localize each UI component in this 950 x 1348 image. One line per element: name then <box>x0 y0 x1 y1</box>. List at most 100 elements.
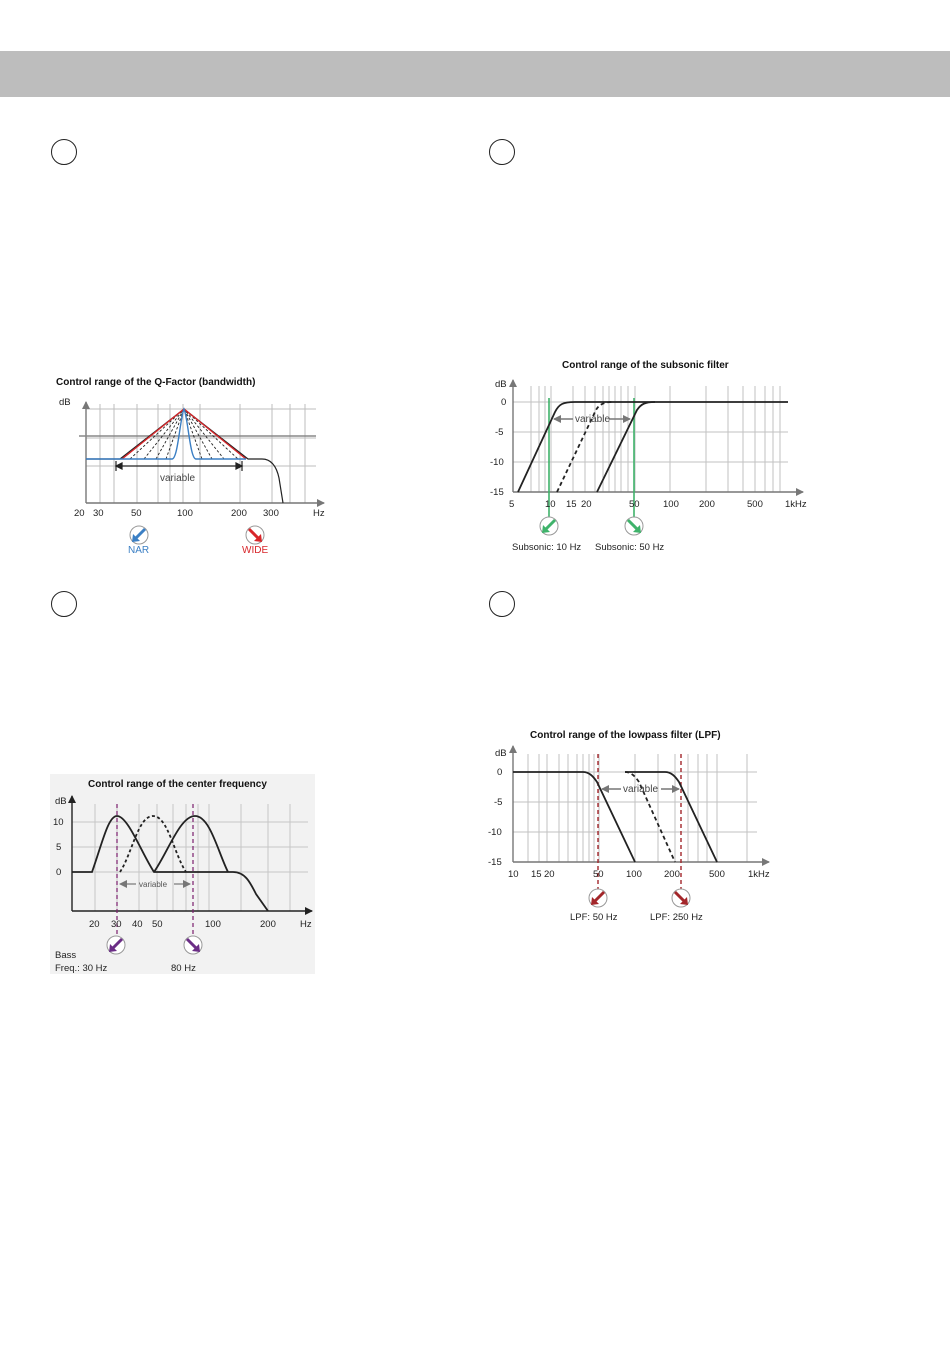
x-tick-label: 50 <box>131 508 142 519</box>
grid-lines <box>72 804 308 911</box>
x-tick-label: 500 <box>709 869 725 880</box>
lpf-left-caption: LPF: 50 Hz <box>570 912 618 923</box>
x-tick-labels: 20 30 40 50 100 200 Hz <box>89 919 312 930</box>
y-tick-label: -10 <box>488 827 502 838</box>
q-curves-dashed <box>129 407 239 460</box>
x-tick-labels: 20 30 50 100 200 300 Hz <box>74 508 325 519</box>
y-tick-label: 0 <box>56 867 61 878</box>
x-tick-label: 30 <box>111 919 122 930</box>
x-tick-label: 50 <box>152 919 163 930</box>
x-tick-label: 200 <box>664 869 680 880</box>
x-unit-label: Hz <box>313 508 325 519</box>
grid-lines <box>86 404 316 503</box>
subsonic-10hz-curve <box>517 401 788 493</box>
lpf-250hz-curve <box>625 771 718 863</box>
narrow-q-curve <box>86 407 246 460</box>
variable-label: variable <box>139 880 168 889</box>
base-response-curve <box>86 408 284 504</box>
variable-label: variable <box>623 784 658 795</box>
x-tick-label: 200 <box>260 919 276 930</box>
subsonic-left-caption: Subsonic: 10 Hz <box>512 542 581 553</box>
center-frequency-chart: Control range of the center frequency dB… <box>50 774 315 974</box>
variable-range-arrow <box>114 461 244 471</box>
y-tick-label: 0 <box>501 397 506 408</box>
nar-knob-icon <box>129 525 149 545</box>
bass-30hz-curve <box>72 815 269 912</box>
subsonic-50hz-curve <box>596 401 656 493</box>
x-tick-label: 300 <box>263 508 279 519</box>
x-tick-label: 50 <box>629 499 640 510</box>
center-frequency-chart-svg: Control range of the center frequency dB… <box>53 779 313 974</box>
header-bar <box>0 51 950 97</box>
chart-title: Control range of the lowpass filter (LPF… <box>530 730 721 741</box>
wide-q-curve <box>121 408 247 460</box>
subsonic-chart: Control range of the subsonic filter dB … <box>485 352 815 557</box>
chart-title: Control range of the Q-Factor (bandwidth… <box>56 377 255 388</box>
x-tick-label: 200 <box>699 499 715 510</box>
x-tick-label: 20 <box>74 508 85 519</box>
x-tick-label: 20 <box>581 499 592 510</box>
x-tick-label: 15 <box>531 869 542 880</box>
x-tick-label: 100 <box>626 869 642 880</box>
subsonic-right-caption: Subsonic: 50 Hz <box>595 542 664 553</box>
x-tick-label: 100 <box>177 508 193 519</box>
y-tick-labels: 0 -5 -10 -15 <box>488 767 502 868</box>
subsonic-mid-curve <box>556 401 614 493</box>
x-tick-label: 5 <box>509 499 514 510</box>
y-tick-label: -5 <box>494 797 502 808</box>
x-tick-label: 200 <box>231 508 247 519</box>
y-tick-label: 10 <box>53 817 64 828</box>
x-tick-labels: 10 15 20 50 100 200 500 1kHz <box>508 869 770 880</box>
bass-80hz-knob-icon <box>183 935 203 955</box>
y-tick-label: -15 <box>490 487 504 498</box>
y-tick-label: 0 <box>497 767 502 778</box>
x-tick-label: 30 <box>93 508 104 519</box>
bass-80hz-curve <box>153 815 229 873</box>
y-tick-labels: 10 5 0 <box>53 817 64 878</box>
x-tick-label: 40 <box>132 919 143 930</box>
step-number-circle <box>51 139 77 165</box>
y-tick-labels: 0 -5 -10 -15 <box>490 397 506 498</box>
chart-title: Control range of the subsonic filter <box>562 360 729 371</box>
y-axis-label: dB <box>59 397 71 408</box>
subsonic-right-knob-icon <box>624 516 644 536</box>
step-number-circle <box>51 591 77 617</box>
x-tick-label: 500 <box>747 499 763 510</box>
x-tick-label: 100 <box>663 499 679 510</box>
y-tick-label: -5 <box>495 427 503 438</box>
x-tick-label: 50 <box>593 869 604 880</box>
qfactor-chart: Control range of the Q-Factor (bandwidth… <box>50 368 340 560</box>
lpf-chart-svg: Control range of the lowpass filter (LPF… <box>488 730 770 923</box>
step-number-circle <box>489 139 515 165</box>
qfactor-chart-svg: Control range of the Q-Factor (bandwidth… <box>56 377 325 556</box>
wide-label: WIDE <box>242 545 268 556</box>
x-tick-label: 1kHz <box>748 869 770 880</box>
lpf-right-caption: LPF: 250 Hz <box>650 912 703 923</box>
subsonic-left-knob-icon <box>539 516 559 536</box>
x-tick-label: 100 <box>205 919 221 930</box>
x-tick-label: 10 <box>545 499 556 510</box>
x-tick-label: 15 <box>566 499 577 510</box>
y-axis-label: dB <box>55 796 67 807</box>
x-tick-label: 20 <box>89 919 100 930</box>
variable-label: variable <box>575 414 610 425</box>
step-number-circle <box>489 591 515 617</box>
x-tick-label: 20 <box>544 869 555 880</box>
grid-lines <box>513 754 757 862</box>
bass-mid-curve <box>119 815 187 873</box>
y-axis-label: dB <box>495 379 507 390</box>
bass-right-caption: 80 Hz <box>171 963 196 974</box>
y-tick-label: 5 <box>56 842 61 853</box>
x-tick-label: 1kHz <box>785 499 807 510</box>
lpf-50hz-curve <box>513 771 636 863</box>
y-axis-label: dB <box>495 748 507 759</box>
bass-caption-line2: Freq.: 30 Hz <box>55 963 108 974</box>
bass-30hz-knob-icon <box>106 935 126 955</box>
variable-label: variable <box>160 473 195 484</box>
y-tick-label: -10 <box>490 457 504 468</box>
lpf-right-knob-icon <box>671 888 691 908</box>
subsonic-chart-svg: Control range of the subsonic filter dB … <box>490 360 807 553</box>
wide-knob-icon <box>245 525 265 545</box>
lpf-left-knob-icon <box>588 888 608 908</box>
x-unit-label: Hz <box>300 919 312 930</box>
